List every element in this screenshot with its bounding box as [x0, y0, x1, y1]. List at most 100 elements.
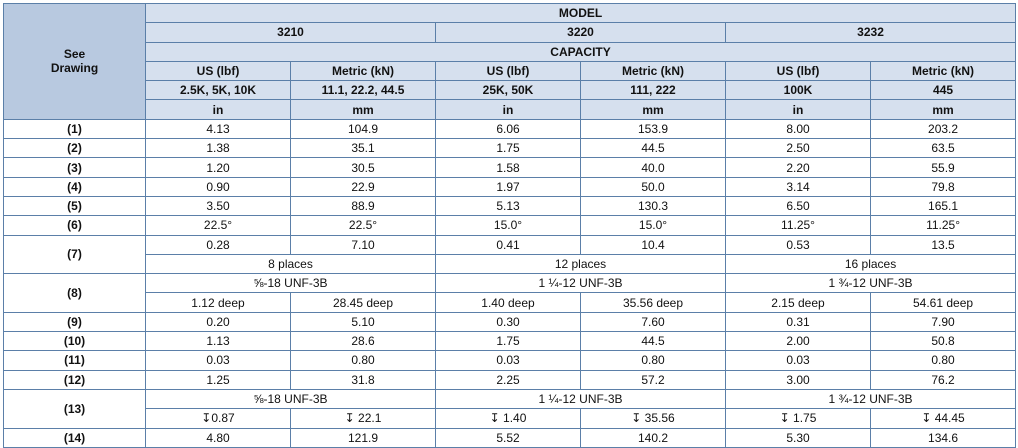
cell: 1.40 deep — [435, 292, 581, 313]
cell: 28.6 — [290, 331, 436, 352]
table-row: (7) 0.28 7.10 0.41 10.4 0.53 13.5 — [3, 234, 1017, 275]
cell: 2.50 — [725, 138, 871, 159]
cell: 104.9 — [290, 118, 436, 140]
cell: 57.2 — [580, 369, 726, 390]
capacity-value: 100K — [725, 80, 871, 101]
row-label: (3) — [3, 157, 146, 178]
cell: 40.0 — [580, 157, 726, 178]
cell: 13.5 — [869, 234, 1017, 255]
cell: 140.2 — [580, 427, 726, 448]
table-row: (9) 0.20 5.10 0.30 7.60 0.31 7.90 — [3, 311, 1017, 333]
cell: 0.20 — [145, 311, 291, 333]
table-row: (4) 0.90 22.9 1.97 50.0 3.14 79.8 — [3, 176, 1017, 197]
unit-header: US (lbf) — [435, 60, 581, 82]
row-label: (13) — [3, 388, 146, 429]
cell: 130.3 — [580, 195, 726, 217]
table-row: (13) ⅝-18 UNF-3B 1 ¼-12 UNF-3B 1 ¾-12 UN… — [3, 388, 1017, 429]
cell: 76.2 — [869, 369, 1017, 390]
table-row: (11) 0.03 0.80 0.03 0.80 0.03 0.80 — [3, 350, 1017, 371]
unit-header: Metric (kN) — [869, 60, 1017, 82]
dimension-unit: in — [725, 99, 871, 120]
cell: 5.52 — [435, 427, 581, 448]
thread-cell: 1 ¼-12 UNF-3B — [435, 388, 726, 410]
cell: ↧0.87 — [145, 408, 291, 429]
cell: 44.5 — [580, 331, 726, 352]
cell: 165.1 — [869, 195, 1017, 217]
cell: 22.5° — [145, 215, 291, 236]
table-row: (6) 22.5° 22.5° 15.0° 15.0° 11.25° 11.25… — [3, 215, 1017, 236]
cell: 7.60 — [580, 311, 726, 333]
cell: 1.75 — [435, 331, 581, 352]
cell: 0.31 — [725, 311, 871, 333]
thread-cell: 1 ¾-12 UNF-3B — [724, 273, 1017, 294]
cell: 2.20 — [725, 157, 871, 178]
cell: 28.45 deep — [290, 292, 436, 313]
row-label: (10) — [3, 331, 146, 352]
cell: 8.00 — [725, 118, 871, 140]
table-row: (2) 1.38 35.1 1.75 44.5 2.50 63.5 — [3, 138, 1017, 159]
table-row: (14) 4.80 121.9 5.52 140.2 5.30 134.6 — [3, 427, 1017, 448]
see-drawing-header: See Drawing — [3, 3, 146, 120]
cell: 5.10 — [290, 311, 436, 333]
table-row: 1.12 deep 28.45 deep 1.40 deep 35.56 dee… — [4, 292, 1017, 313]
capacity-value: 2.5K, 5K, 10K — [145, 80, 291, 101]
row-label: (7) — [3, 234, 146, 275]
cell: 0.80 — [580, 350, 726, 371]
cell: 5.13 — [435, 195, 581, 217]
thread-cell: 1 ¾-12 UNF-3B — [724, 388, 1017, 410]
table-row: 8 places 12 places 16 places — [4, 253, 1017, 275]
cell: ↧ 1.75 — [725, 408, 871, 429]
capacity-value: 25K, 50K — [435, 80, 581, 101]
cell: 50.0 — [580, 176, 726, 197]
cell: 5.30 — [725, 427, 871, 448]
cell: 79.8 — [869, 176, 1017, 197]
row-label: (1) — [3, 118, 146, 140]
cell: 55.9 — [869, 157, 1017, 178]
cell: 0.80 — [290, 350, 436, 371]
cell: 3.00 — [725, 369, 871, 390]
cell: 30.5 — [290, 157, 436, 178]
cell: 1.12 deep — [145, 292, 291, 313]
model-3210: 3210 — [145, 22, 436, 43]
cell: 0.53 — [725, 234, 871, 255]
cell: ↧ 22.1 — [290, 408, 436, 429]
cell: 50.8 — [869, 331, 1017, 352]
cell: 7.90 — [869, 311, 1017, 333]
unit-header: Metric (kN) — [290, 60, 436, 82]
dimension-unit: in — [435, 99, 581, 120]
table-row: (10) 1.13 28.6 1.75 44.5 2.00 50.8 — [3, 331, 1017, 352]
cell: 1.13 — [145, 331, 291, 352]
model-3232: 3232 — [724, 22, 1017, 43]
unit-header: US (lbf) — [145, 60, 291, 82]
cell: 6.06 — [435, 118, 581, 140]
unit-header: Metric (kN) — [580, 60, 726, 82]
places-cell: 8 places — [145, 253, 436, 275]
cell: 2.00 — [725, 331, 871, 352]
cell: 11.25° — [869, 215, 1017, 236]
thread-cell: ⅝-18 UNF-3B — [145, 388, 436, 410]
cell: 1.20 — [145, 157, 291, 178]
places-cell: 12 places — [435, 253, 726, 275]
cell: 0.41 — [435, 234, 581, 255]
cell: 35.56 deep — [580, 292, 726, 313]
cell: 22.9 — [290, 176, 436, 197]
cell: 31.8 — [290, 369, 436, 390]
cell: 0.90 — [145, 176, 291, 197]
dimension-unit: mm — [290, 99, 436, 120]
table-row: (3) 1.20 30.5 1.58 40.0 2.20 55.9 — [3, 157, 1017, 178]
cell: 1.58 — [435, 157, 581, 178]
cell: 0.28 — [145, 234, 291, 255]
row-label: (9) — [3, 311, 146, 333]
cell: 3.50 — [145, 195, 291, 217]
cell: 134.6 — [869, 427, 1017, 448]
table-row: (12) 1.25 31.8 2.25 57.2 3.00 76.2 — [3, 369, 1017, 390]
row-label: (8) — [3, 273, 146, 313]
thread-cell: 1 ¼-12 UNF-3B — [435, 273, 726, 294]
row-label: (6) — [3, 215, 146, 236]
cell: 54.61 deep — [869, 292, 1017, 313]
cell: 35.1 — [290, 138, 436, 159]
table-row: (5) 3.50 88.9 5.13 130.3 6.50 165.1 — [3, 195, 1017, 217]
row-label: (12) — [3, 369, 146, 390]
cell: 121.9 — [290, 427, 436, 448]
row-label: (2) — [3, 138, 146, 159]
